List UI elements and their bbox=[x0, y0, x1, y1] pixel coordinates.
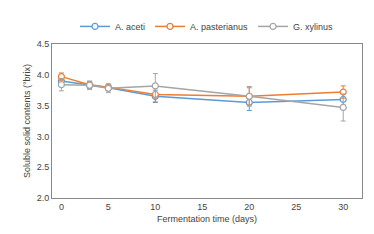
svg-text:25: 25 bbox=[291, 202, 301, 212]
svg-text:A. aceti: A. aceti bbox=[115, 22, 145, 32]
svg-text:30: 30 bbox=[338, 202, 348, 212]
svg-text:2.5: 2.5 bbox=[37, 162, 50, 172]
svg-text:20: 20 bbox=[244, 202, 254, 212]
svg-text:5: 5 bbox=[106, 202, 111, 212]
svg-text:Fermentation time (days): Fermentation time (days) bbox=[157, 214, 257, 224]
svg-text:3.5: 3.5 bbox=[37, 101, 50, 111]
svg-text:3.0: 3.0 bbox=[37, 132, 50, 142]
svg-text:G. xylinus: G. xylinus bbox=[293, 22, 333, 32]
svg-text:A. pasterianus: A. pasterianus bbox=[190, 22, 248, 32]
svg-text:10: 10 bbox=[150, 202, 160, 212]
svg-text:4.0: 4.0 bbox=[37, 70, 50, 80]
svg-text:Soluble solid contents (°brix): Soluble solid contents (°brix) bbox=[22, 64, 32, 178]
svg-text:2.0: 2.0 bbox=[37, 193, 50, 203]
svg-text:15: 15 bbox=[197, 202, 207, 212]
svg-text:0: 0 bbox=[59, 202, 64, 212]
svg-text:4.5: 4.5 bbox=[37, 39, 50, 49]
